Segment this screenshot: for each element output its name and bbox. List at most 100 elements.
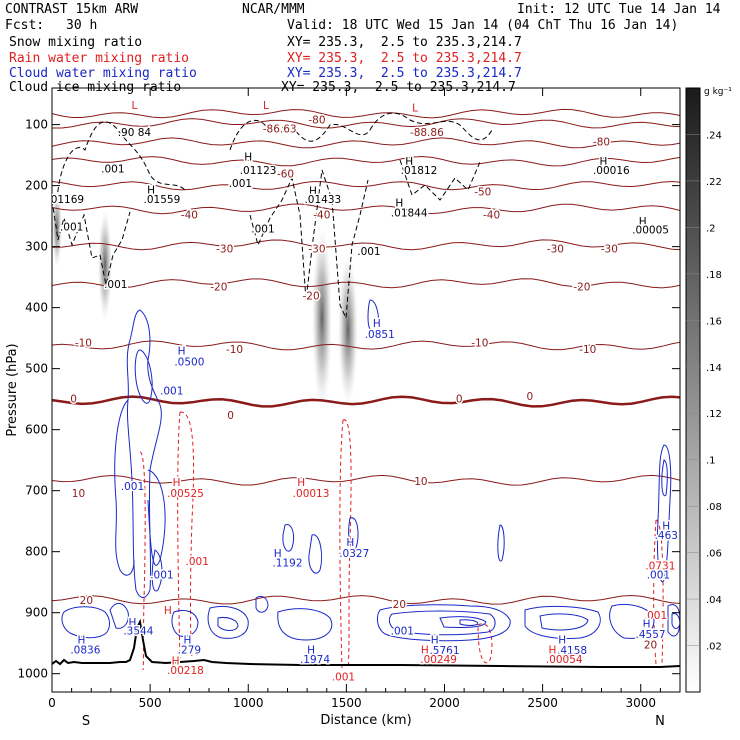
cloud-contour xyxy=(671,613,680,629)
x-tick-label: 3000 xyxy=(625,696,656,710)
chart-label: .001 xyxy=(357,246,380,258)
chart-label: .001 xyxy=(121,481,144,493)
legend-snow-name: Snow mixing ratio xyxy=(9,35,143,50)
cloud-contour xyxy=(348,517,359,550)
cloud-contour xyxy=(439,616,487,628)
chart-label: .001 xyxy=(229,178,252,190)
chart-label: .00054 xyxy=(546,654,583,666)
snow-contour xyxy=(229,119,371,151)
chart-label: .0851 xyxy=(365,329,395,341)
colorbar-tick-label: .02 xyxy=(706,642,722,653)
right-endpoint-label: N xyxy=(655,714,665,729)
cloud-contour xyxy=(459,619,479,626)
cloud-contour xyxy=(217,617,239,631)
cloud-contour xyxy=(109,603,129,629)
x-tick-label: 2500 xyxy=(527,696,558,710)
x-tick-label: 500 xyxy=(139,696,162,710)
cloud-contour xyxy=(609,604,655,639)
legend-snow-xy: XY= 235.3, 2.5 to 235.3,214.7 xyxy=(287,35,522,50)
colorbar-tick-label: .04 xyxy=(706,595,722,606)
colorbar-tick-label: .2 xyxy=(706,223,716,234)
rain-contour xyxy=(477,623,493,664)
chart-label: 10 xyxy=(72,488,85,500)
chart-label: -10 xyxy=(226,344,243,356)
colorbar-tick-label: .12 xyxy=(706,409,722,420)
cloud-contour xyxy=(661,459,668,497)
chart-label: .0836 xyxy=(70,644,100,656)
chart-label: .0327 xyxy=(339,548,369,560)
chart-label: H xyxy=(405,156,413,168)
cloud-contour xyxy=(114,399,135,576)
chart-label: H xyxy=(309,185,317,197)
chart-label: -20 xyxy=(210,281,227,293)
left-endpoint-label: S xyxy=(82,714,90,729)
chart-label: .001 xyxy=(332,672,355,684)
chart-label: 0 xyxy=(70,394,77,406)
snow-contour xyxy=(52,199,131,286)
chart-label: H xyxy=(421,644,429,656)
chart-label: .5761 xyxy=(429,645,459,657)
colorbar-tick-label: .14 xyxy=(706,363,722,374)
cloud-contour xyxy=(667,604,680,637)
chart-label: .001 xyxy=(101,164,124,176)
cloud-contour xyxy=(497,524,505,562)
chart-label: .001 xyxy=(104,279,127,291)
chart-label: H xyxy=(172,655,180,667)
cloud-contour xyxy=(282,524,295,552)
cloud-contour xyxy=(61,606,110,639)
chart-label: H xyxy=(548,644,556,656)
chart-label: H xyxy=(373,318,381,330)
y-tick-label: 400 xyxy=(25,301,48,315)
chart-label: .00218 xyxy=(167,665,204,677)
chart-label: .001 xyxy=(160,386,183,398)
chart-label: .01123 xyxy=(240,165,277,177)
init-time: Init: 12 UTC Tue 14 Jan 14 xyxy=(517,2,721,17)
legend-rain-xy: XY= 235.3, 2.5 to 235.3,214.7 xyxy=(287,51,522,66)
chart-label: H xyxy=(147,184,155,196)
chart-label: .4557 xyxy=(636,629,666,641)
chart-label: 0 xyxy=(527,391,534,403)
chart-label: -20 xyxy=(573,281,590,293)
cloud-water-contours xyxy=(61,299,680,642)
chart-label: .01433 xyxy=(304,194,341,206)
isotherms xyxy=(52,108,680,605)
chart-label: H xyxy=(129,617,137,629)
cloud-contour xyxy=(277,608,333,641)
chart-label: .001 xyxy=(647,569,670,581)
x-tick-label: 1000 xyxy=(233,696,264,710)
snow-contour xyxy=(249,169,369,320)
isotherm-line xyxy=(52,137,680,149)
snow-column xyxy=(338,255,358,405)
cloud-contour xyxy=(134,349,153,404)
chart-label: H xyxy=(558,635,566,647)
cloud-contour xyxy=(171,609,199,637)
colorbar-tick-label: .22 xyxy=(706,177,722,188)
chart-label: H xyxy=(346,537,354,549)
chart-label: 20 xyxy=(393,599,406,611)
chart-label: H xyxy=(662,520,670,532)
chart-label: .463 xyxy=(655,530,678,542)
chart-label: -88.86 xyxy=(410,127,444,139)
cloud-contour xyxy=(255,595,269,613)
chart-label: 10 xyxy=(414,476,427,488)
chart-label: H xyxy=(600,156,608,168)
legend-rain-name: Rain water mixing ratio xyxy=(9,51,190,66)
cloud-contour xyxy=(524,605,601,639)
chart-label: .00016 xyxy=(593,165,630,177)
isotherm-line xyxy=(52,594,680,605)
chart-label: 20 xyxy=(644,639,657,651)
chart-label: .001 xyxy=(391,625,414,637)
isotherm-line xyxy=(52,203,680,215)
chart-label: .00005 xyxy=(632,225,669,237)
chart-label: 20 xyxy=(80,595,93,607)
colorbar-tick-label: .18 xyxy=(706,270,722,281)
chart-label: -20 xyxy=(302,290,319,302)
chart-label: H xyxy=(173,477,181,489)
chart-label: H xyxy=(244,151,252,163)
chart-label: .00525 xyxy=(167,488,204,500)
chart-label: .0731 xyxy=(645,561,675,573)
isotherm-line xyxy=(52,340,680,351)
rain-contour xyxy=(339,419,352,669)
chart-label: -10 xyxy=(579,344,596,356)
chart-label: L xyxy=(131,100,137,112)
